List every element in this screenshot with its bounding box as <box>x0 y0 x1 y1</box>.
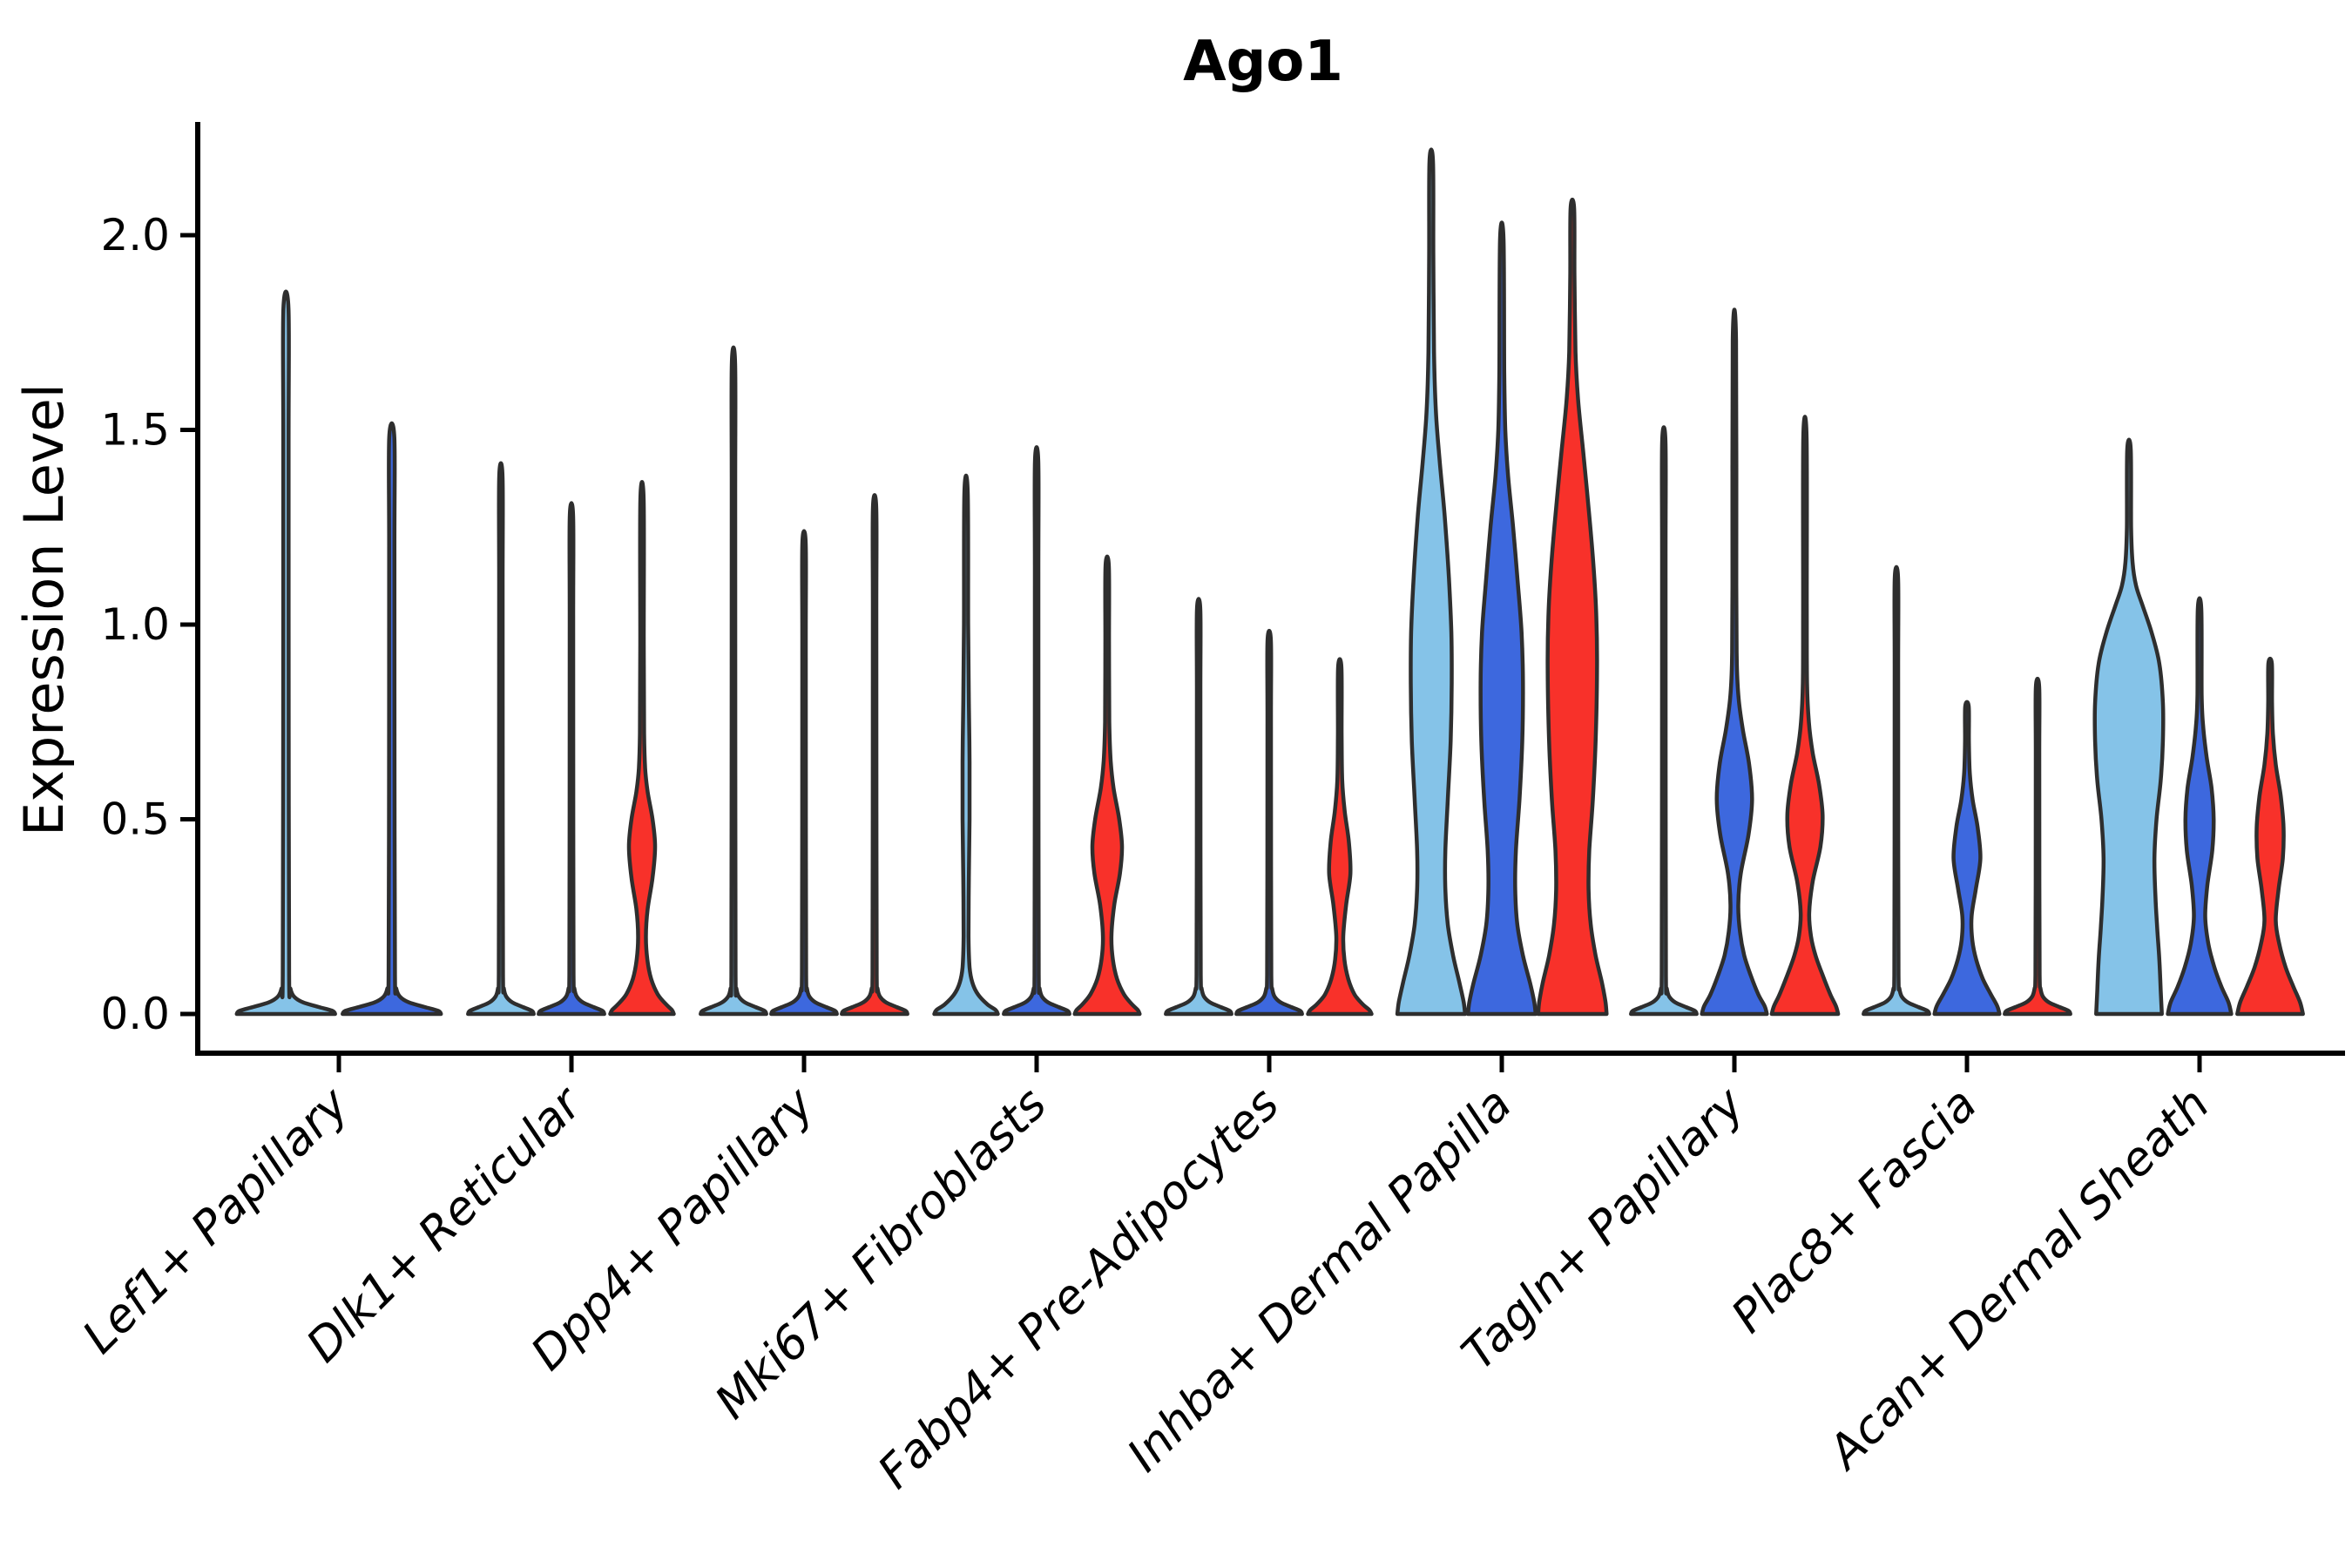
chart-title: Ago1 <box>1183 30 1343 94</box>
violin-fabp4-pre-adipocytes-dark_blue <box>1234 628 1304 1017</box>
violin-acan-dermal-sheath-red <box>2235 656 2305 1017</box>
y-tick-label: 0.0 <box>100 989 170 1039</box>
violin-lef1-papillary-dark_blue <box>341 421 443 1017</box>
violin-dpp4-papillary-dark_blue <box>769 529 839 1017</box>
violin-fabp4-pre-adipocytes-light_blue <box>1164 597 1233 1017</box>
violin-inhba-dermal-papilla-dark_blue <box>1465 220 1538 1017</box>
violin-fabp4-pre-adipocytes-red <box>1306 657 1374 1017</box>
violins-layer <box>234 147 2305 1017</box>
violin-lef1-papillary-light_blue <box>234 289 337 1017</box>
x-tick-label-inhba-dermal-papilla: Inhba+ Dermal Papilla <box>1118 1078 1522 1482</box>
y-tick-label: 0.5 <box>100 794 170 845</box>
violin-mki67-fibroblasts-light_blue <box>932 473 1000 1017</box>
violin-mki67-fibroblasts-red <box>1072 554 1142 1017</box>
axes-layer <box>180 122 2345 1072</box>
y-tick-label: 1.0 <box>100 599 170 650</box>
violin-inhba-dermal-papilla-red <box>1536 197 1609 1017</box>
violin-tagln-papillary-dark_blue <box>1700 308 1769 1017</box>
x-tick-label-fabp4-pre-adipocytes: Fabp4+ Pre-Adipocytes <box>868 1078 1290 1499</box>
violin-tagln-papillary-light_blue <box>1629 425 1699 1017</box>
violin-plac8-fascia-dark_blue <box>1932 700 2002 1017</box>
violin-mki67-fibroblasts-dark_blue <box>1002 445 1071 1017</box>
violin-dpp4-papillary-light_blue <box>699 345 768 1017</box>
x-tick-label-plac8-fascia: Plac8+ Fascia <box>1721 1078 1987 1343</box>
violin-dlk1-reticular-light_blue <box>466 461 536 1017</box>
violin-inhba-dermal-papilla-light_blue <box>1395 147 1468 1017</box>
violin-tagln-papillary-red <box>1769 415 1841 1017</box>
x-tick-label-acan-dermal-sheath: Acan+ Dermal Sheath <box>1817 1078 2220 1481</box>
violin-acan-dermal-sheath-dark_blue <box>2166 596 2234 1017</box>
y-axis-label: Expression Level <box>12 383 76 836</box>
y-tick-label: 1.5 <box>100 405 170 456</box>
violin-acan-dermal-sheath-light_blue <box>2092 437 2166 1017</box>
violin-dpp4-papillary-red <box>840 493 909 1017</box>
y-tick-label: 2.0 <box>100 210 170 260</box>
violin-dlk1-reticular-red <box>608 480 676 1017</box>
violin-plac8-fascia-light_blue <box>1862 564 1931 1017</box>
violin-dlk1-reticular-dark_blue <box>537 501 606 1017</box>
violin-plac8-fascia-red <box>2003 676 2072 1017</box>
